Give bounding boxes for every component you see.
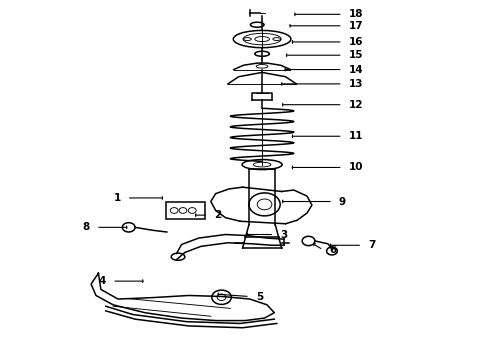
Text: 10: 10 xyxy=(348,162,363,172)
Text: 5: 5 xyxy=(256,292,263,302)
Text: 11: 11 xyxy=(348,131,363,141)
Text: 16: 16 xyxy=(348,37,363,47)
Text: 15: 15 xyxy=(348,50,363,60)
Text: 14: 14 xyxy=(348,64,363,75)
Text: 6: 6 xyxy=(329,245,336,255)
Text: 13: 13 xyxy=(348,79,363,89)
Text: 7: 7 xyxy=(368,240,375,250)
Bar xyxy=(166,202,205,220)
Text: 17: 17 xyxy=(348,21,363,31)
Text: 3: 3 xyxy=(280,230,288,239)
Text: 9: 9 xyxy=(339,197,346,207)
Text: 4: 4 xyxy=(99,276,106,286)
Text: 18: 18 xyxy=(348,9,363,19)
Text: 8: 8 xyxy=(83,222,90,232)
Text: 2: 2 xyxy=(214,210,221,220)
Text: 1: 1 xyxy=(114,193,121,203)
Text: 12: 12 xyxy=(348,100,363,110)
